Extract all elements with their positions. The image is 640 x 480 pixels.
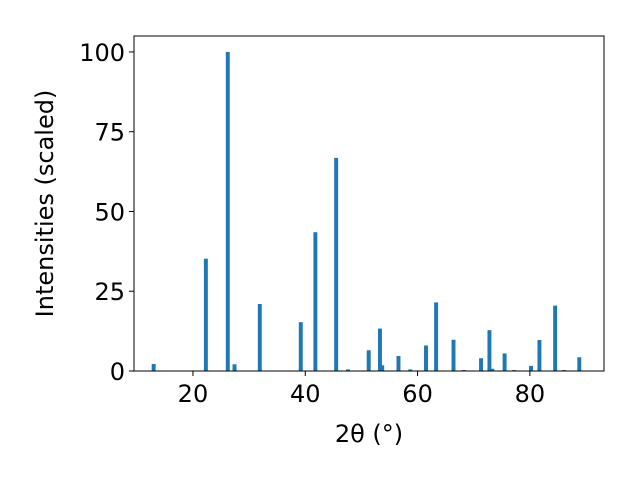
bar [366,350,371,371]
y-tick-label: 50 [94,198,125,226]
bar [434,302,439,371]
x-ticks-group: 20 40 60 80 [178,371,545,408]
bar [529,365,533,371]
bar [151,363,156,371]
bar [553,305,558,371]
y-tick-label: 75 [94,119,125,147]
bar [408,369,413,371]
y-axis-label: Intensities (scaled) [31,90,59,318]
x-tick-label: 60 [402,380,433,408]
bar [225,51,230,371]
bar [334,157,339,371]
bar [298,322,303,371]
x-axis-label: 2θ (°) [335,420,403,448]
y-ticks-group: 0 25 50 75 100 [79,39,134,386]
bar [479,358,483,371]
bar [487,330,492,371]
bar [377,328,382,371]
y-tick-label: 100 [79,39,125,67]
bar [232,364,237,371]
bar [490,368,495,371]
bar [424,345,428,371]
bar [451,339,456,371]
bar [577,357,582,371]
x-tick-label: 40 [290,380,321,408]
bar [537,340,542,371]
y-tick-label: 25 [94,278,125,306]
bar [396,356,401,371]
plot-frame [133,35,605,372]
bar [313,232,318,371]
bar [203,258,208,371]
bar [380,365,385,371]
x-tick-label: 20 [178,380,209,408]
bar [502,353,507,371]
bars-group [151,51,582,371]
bar [345,369,350,371]
x-tick-label: 80 [515,380,546,408]
y-tick-label: 0 [110,358,125,386]
bar [257,304,262,371]
